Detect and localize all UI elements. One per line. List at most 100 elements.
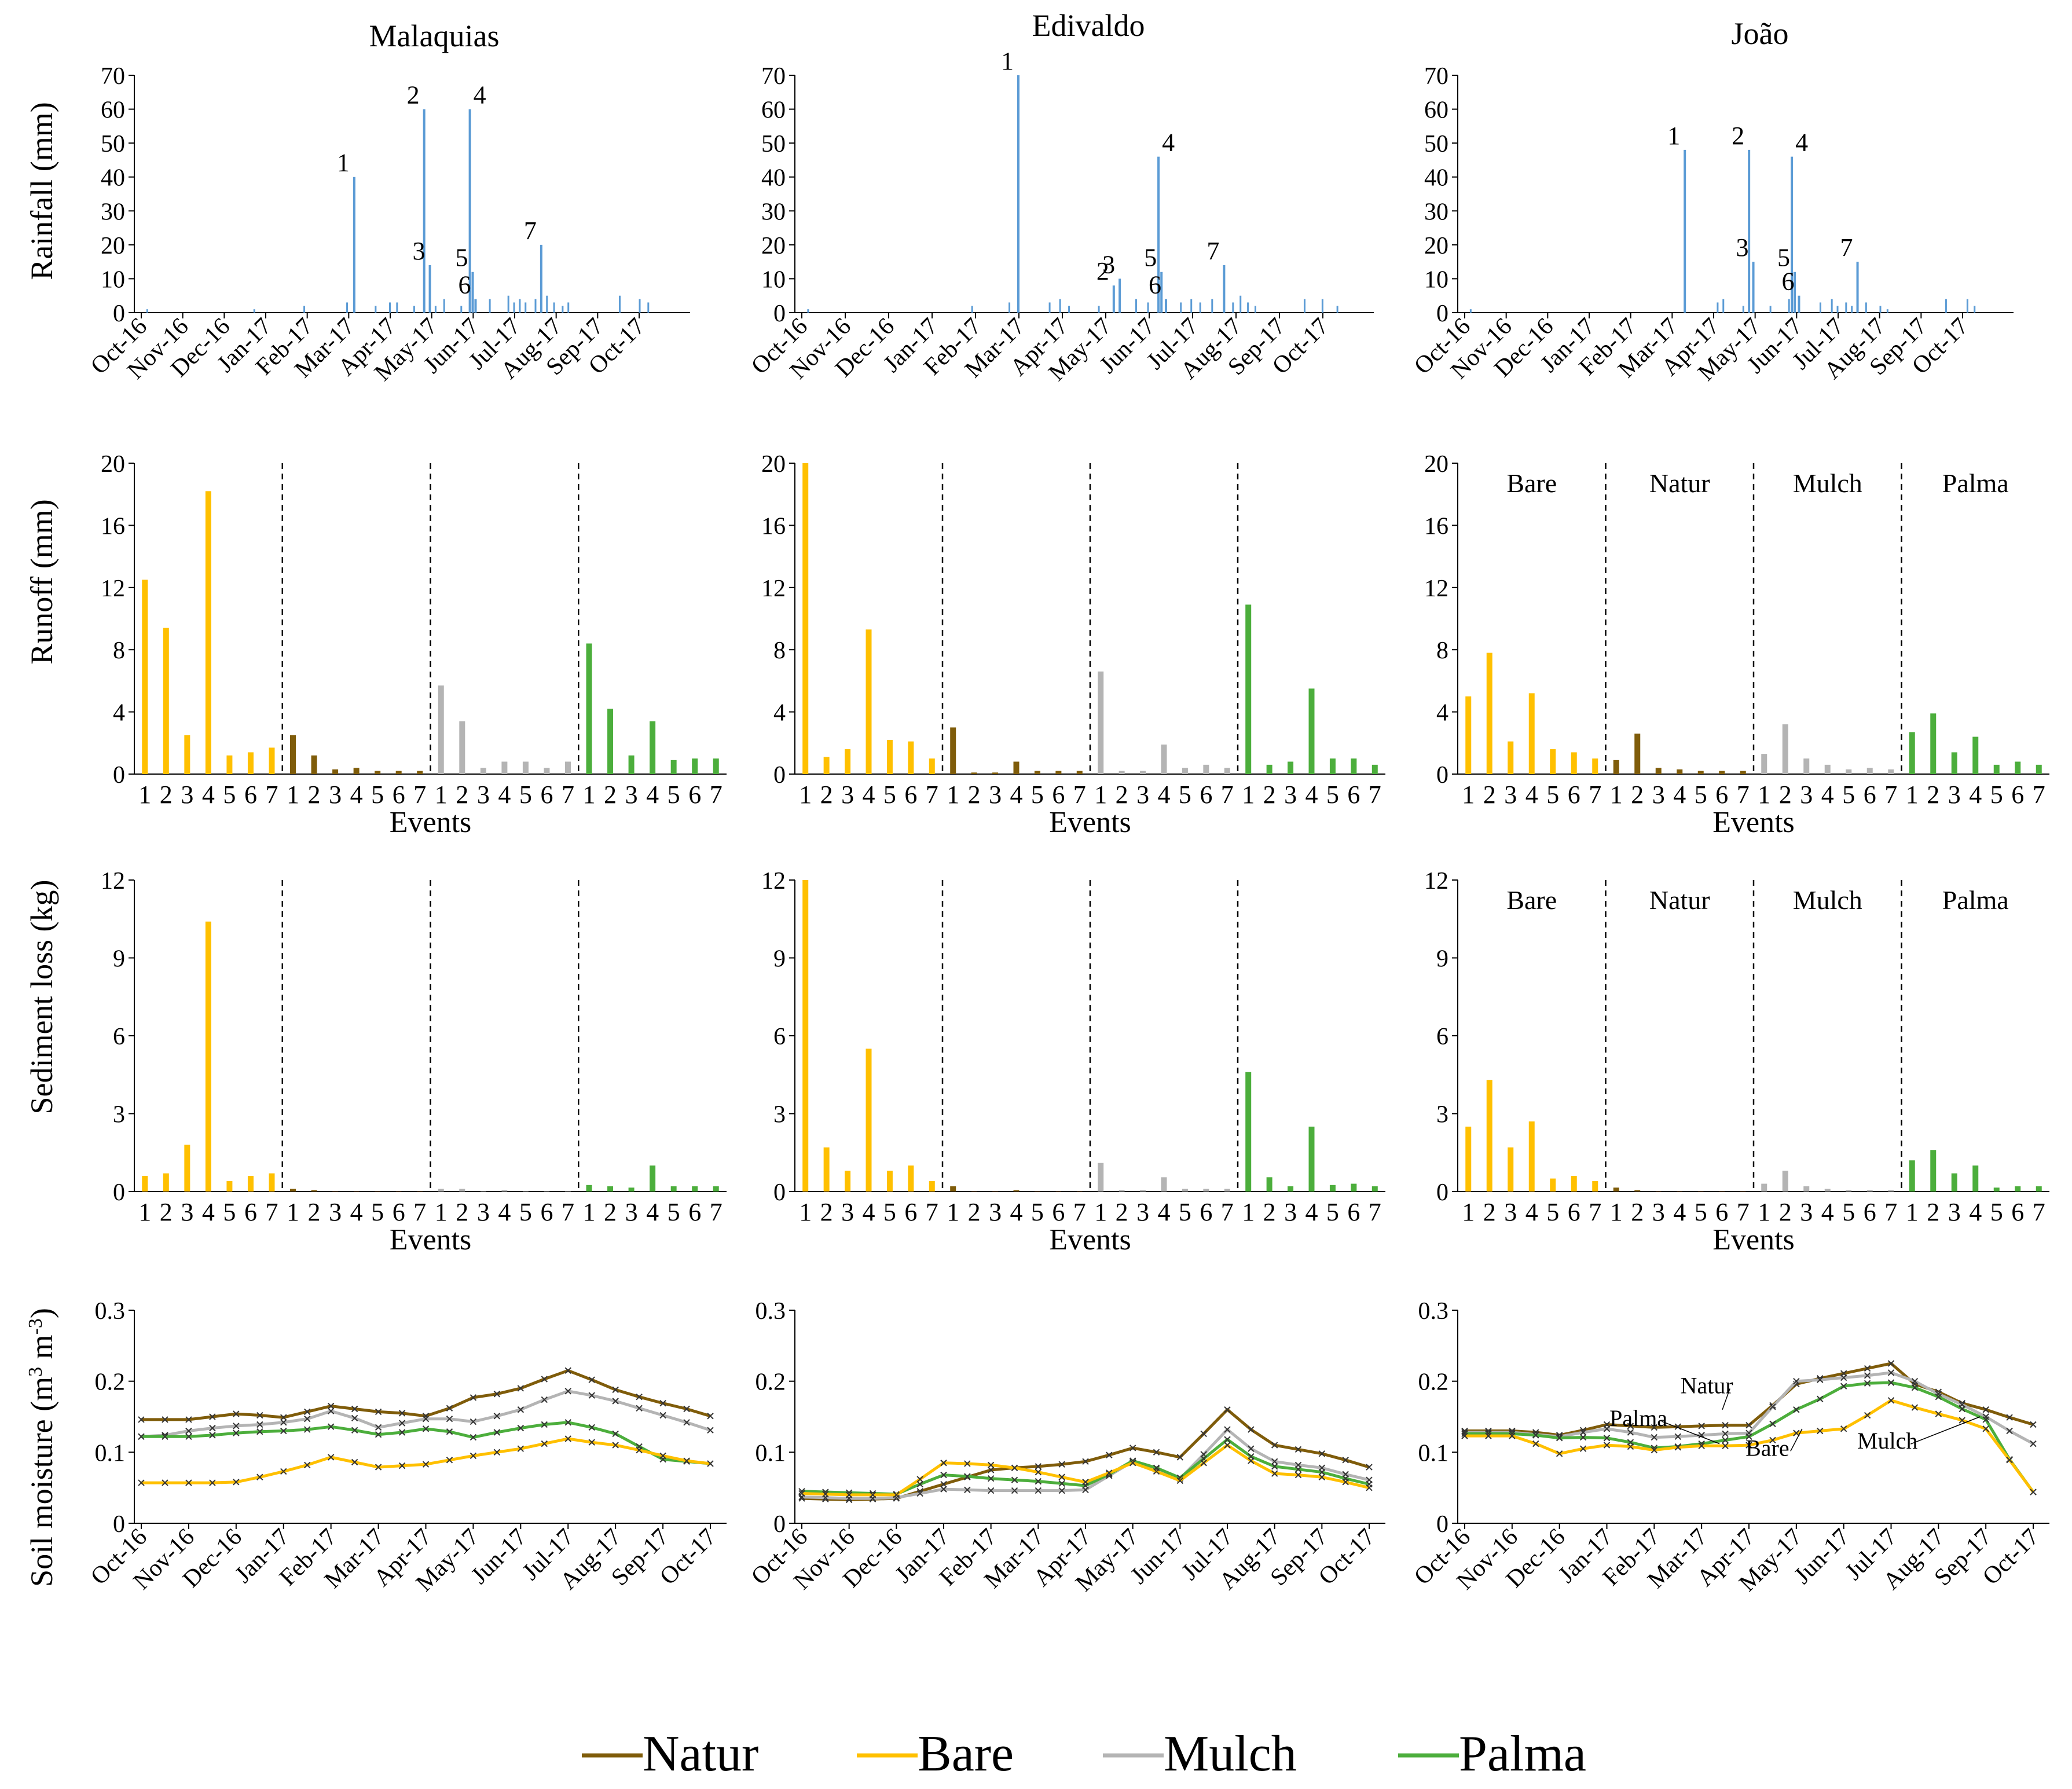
soil-moisture-marker xyxy=(280,1468,287,1475)
soil-moisture-marker xyxy=(398,1410,406,1417)
soil-moisture-marker xyxy=(659,1399,666,1407)
soil-moisture-marker xyxy=(636,1446,643,1454)
soil-moisture-marker xyxy=(588,1424,595,1431)
soil-moisture-marker xyxy=(916,1490,923,1497)
soil-moisture-marker xyxy=(209,1432,216,1439)
soil-moisture-marker xyxy=(470,1434,477,1441)
runoff-bar-mulch xyxy=(459,721,465,774)
sediment-x-tick-label: 7 xyxy=(562,1198,574,1226)
rainfall-chart-joao: 010203040506070Oct-16Nov-16Dec-16Jan-17F… xyxy=(1409,63,2014,386)
runoff-bar-bare xyxy=(866,629,872,774)
runoff-x-tick-label: 1 xyxy=(583,780,596,809)
soil-moisture-marker xyxy=(1674,1444,1681,1451)
soil-moisture-marker xyxy=(1318,1473,1326,1480)
rainfall-event-label: 3 xyxy=(1102,250,1115,278)
soil-moisture-marker xyxy=(1627,1443,1634,1450)
runoff-bar-palma xyxy=(1288,761,1294,774)
soil-moisture-line-mulch xyxy=(801,1428,1370,1500)
annotation-leader xyxy=(1661,1421,1720,1445)
rainfall-y-tick-label: 50 xyxy=(101,131,125,157)
runoff-bar-natur xyxy=(1634,734,1641,774)
sediment-x-tick-label: 4 xyxy=(1673,1198,1686,1226)
sediment-x-tick-label: 4 xyxy=(1158,1198,1171,1226)
runoff-y-tick-label: 0 xyxy=(1436,762,1448,789)
sediment-x-tick-label: 2 xyxy=(1483,1198,1496,1226)
rainfall-axis-title: Rainfall (mm) xyxy=(24,102,59,280)
soil-moisture-marker xyxy=(162,1416,168,1423)
rainfall-chart-malaquias: 010203040506070Oct-16Nov-16Dec-16Jan-17F… xyxy=(86,63,690,386)
sediment-y-tick-label: 0 xyxy=(773,1179,786,1206)
soil-moisture-marker xyxy=(1769,1436,1776,1444)
runoff-x-axis-title: Events xyxy=(1049,806,1131,839)
soil-moisture-marker xyxy=(1793,1377,1800,1385)
soil-moisture-marker xyxy=(1082,1479,1089,1486)
runoff-bar-mulch xyxy=(544,768,550,774)
runoff-bar-mulch xyxy=(1161,744,1167,774)
rainfall-event-label: 3 xyxy=(1736,233,1749,262)
legend-label-bare: Bare xyxy=(918,1726,1014,1782)
soil-moisture-marker xyxy=(612,1386,619,1394)
runoff-x-tick-label: 2 xyxy=(1927,780,1939,809)
soil-moisture-y-tick-label: 0.3 xyxy=(1418,1298,1449,1325)
rainfall-y-tick-label: 70 xyxy=(101,63,125,90)
runoff-x-tick-label: 7 xyxy=(926,780,938,809)
rainfall-event-label: 7 xyxy=(524,217,537,245)
sediment-bar-palma xyxy=(1371,1186,1378,1192)
soil-moisture-marker xyxy=(1817,1376,1824,1383)
soil-moisture-marker xyxy=(1129,1445,1136,1451)
sediment-x-tick-label: 1 xyxy=(435,1198,448,1226)
soil-moisture-marker xyxy=(845,1491,853,1498)
sediment-bar-bare xyxy=(886,1171,893,1192)
soil-moisture-marker xyxy=(659,1412,666,1419)
rainfall-y-tick-label: 50 xyxy=(1424,131,1448,157)
runoff-x-tick-label: 5 xyxy=(1179,780,1191,809)
runoff-bar-bare xyxy=(1592,758,1598,774)
runoff-bar-mulch xyxy=(1846,769,1852,774)
sediment-bar-bare xyxy=(247,1176,254,1192)
sediment-bar-mulch xyxy=(1824,1189,1831,1192)
soil-moisture-chart-edivaldo: 00.10.20.3Oct-16Nov-16Dec-16Jan-17Feb-17… xyxy=(746,1298,1385,1597)
runoff-x-tick-label: 7 xyxy=(710,780,723,809)
runoff-bar-mulch xyxy=(1224,768,1230,774)
runoff-y-tick-label: 20 xyxy=(101,451,125,478)
soil-moisture-marker xyxy=(1556,1450,1563,1457)
soil-moisture-marker xyxy=(1911,1404,1919,1411)
soil-moisture-marker xyxy=(1887,1360,1895,1367)
soil-moisture-marker xyxy=(588,1392,595,1399)
sediment-x-tick-label: 6 xyxy=(393,1198,405,1226)
soil-moisture-marker xyxy=(893,1491,900,1498)
runoff-x-tick-label: 7 xyxy=(1073,780,1086,809)
soil-moisture-marker xyxy=(588,1439,595,1446)
soil-moisture-marker xyxy=(683,1457,690,1464)
soil-moisture-marker xyxy=(659,1452,666,1460)
sediment-x-tick-label: 2 xyxy=(604,1198,617,1226)
soil-moisture-marker xyxy=(517,1406,525,1413)
runoff-bar-bare xyxy=(908,741,914,774)
legend-label-natur: Natur xyxy=(643,1726,758,1782)
sediment-y-tick-label: 0 xyxy=(1436,1179,1448,1206)
sediment-y-tick-label: 3 xyxy=(773,1102,786,1128)
runoff-bar-mulch xyxy=(1118,771,1125,774)
soil-moisture-marker xyxy=(304,1408,311,1416)
sediment-bar-palma xyxy=(1909,1160,1915,1192)
sediment-bar-palma xyxy=(1972,1165,1979,1192)
soil-moisture-marker xyxy=(304,1461,311,1469)
runoff-x-tick-label: 2 xyxy=(1631,780,1644,809)
runoff-y-tick-label: 0 xyxy=(773,762,786,789)
sediment-bar-mulch xyxy=(438,1189,444,1192)
rainfall-y-tick-label: 40 xyxy=(761,165,786,192)
runoff-bar-mulch xyxy=(1098,671,1104,774)
sediment-bar-natur xyxy=(1013,1190,1020,1192)
runoff-x-tick-label: 3 xyxy=(1800,780,1813,809)
soil-moisture-marker xyxy=(1318,1450,1326,1457)
soil-moisture-marker xyxy=(233,1423,240,1429)
soil-moisture-marker xyxy=(564,1367,571,1374)
sediment-bar-mulch xyxy=(564,1191,571,1192)
sediment-x-axis-title: Events xyxy=(390,1223,472,1256)
sediment-bar-mulch xyxy=(1782,1171,1788,1192)
rainfall-y-tick-label: 10 xyxy=(1424,266,1448,293)
runoff-bar-palma xyxy=(650,721,656,774)
soil-moisture-marker xyxy=(327,1423,335,1430)
legend-label-mulch: Mulch xyxy=(1164,1726,1297,1782)
